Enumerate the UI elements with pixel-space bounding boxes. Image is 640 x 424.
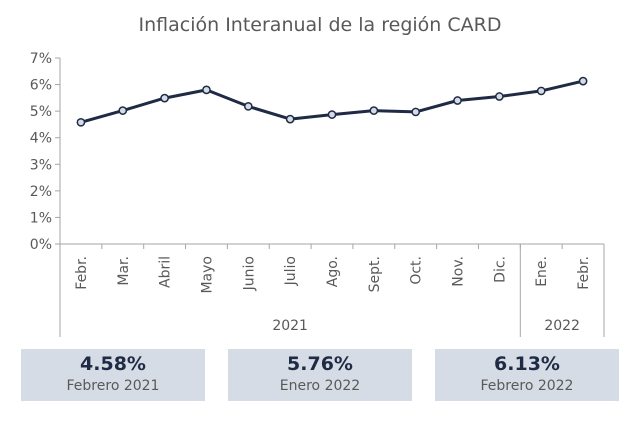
x-tick-label: Mayo (199, 256, 215, 294)
card-label: Febrero 2022 (480, 378, 574, 394)
card-label: Enero 2022 (279, 378, 361, 394)
x-tick-label: Ago. (325, 256, 341, 287)
data-point (202, 85, 211, 95)
card-value: 4.58% (80, 353, 146, 375)
y-tick-label: 4% (30, 131, 52, 147)
card-label: Febrero 2021 (66, 378, 160, 394)
x-tick-label: Febr. (74, 256, 90, 290)
data-point (453, 96, 462, 105)
data-point (369, 106, 379, 115)
x-tick-label: Dic. (492, 256, 508, 283)
year-label: 2021 (272, 318, 308, 334)
x-tick-label: Abril (158, 256, 174, 288)
y-tick-label: 1% (30, 210, 52, 226)
y-tick-label: 5% (30, 104, 52, 120)
data-point (536, 86, 546, 96)
data-point (118, 106, 128, 115)
data-point (495, 92, 504, 101)
data-point (578, 76, 588, 86)
data-point (243, 102, 253, 111)
x-tick-label: Mar. (116, 256, 132, 286)
x-tick-label: Sept. (367, 256, 383, 292)
x-tick-label: Ene. (534, 256, 550, 287)
y-tick-label: 2% (30, 184, 52, 200)
x-tick-label: Julio (283, 256, 299, 286)
chart-title: Inflación Interanual de la región CARD (138, 14, 502, 36)
card-value: 6.13% (494, 353, 560, 375)
data-point (160, 93, 169, 103)
data-point (327, 110, 337, 119)
y-tick-label: 7% (30, 51, 52, 67)
summary-card-feb-2021: 4.58% Febrero 2021 (21, 349, 205, 401)
x-tick-label: Nov. (451, 256, 467, 287)
x-tick-label: Junio (241, 256, 257, 291)
card-value: 5.76% (287, 353, 353, 375)
data-point (76, 117, 86, 127)
summary-card-feb-2022: 6.13% Febrero 2022 (435, 349, 619, 401)
y-tick-label: 6% (30, 78, 52, 94)
data-point (411, 107, 421, 117)
x-tick-label: Febr. (576, 256, 592, 290)
year-label: 2022 (544, 318, 580, 334)
y-tick-label: 0% (30, 237, 52, 253)
x-tick-label: Oct. (409, 256, 425, 285)
y-tick-label: 3% (30, 157, 52, 173)
data-point (285, 114, 295, 124)
summary-card-jan-2022: 5.76% Enero 2022 (228, 349, 412, 401)
